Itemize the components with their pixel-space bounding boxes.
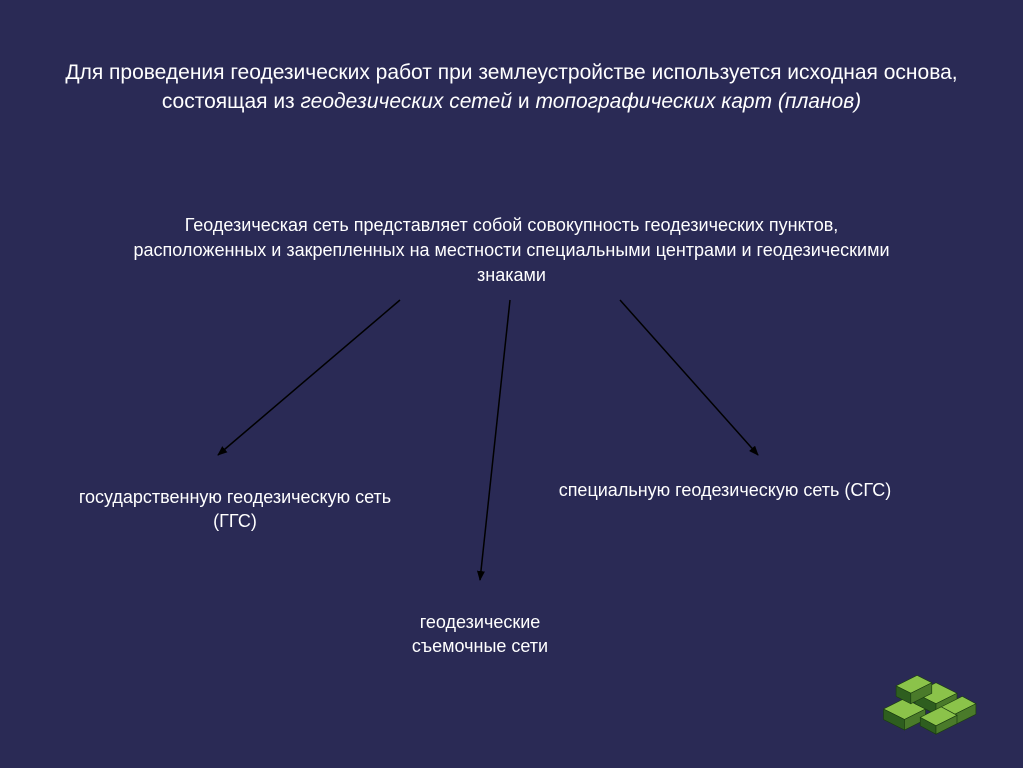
slide-title: Для проведения геодезических работ при з… — [30, 58, 993, 117]
arrow-center — [480, 300, 510, 580]
title-italic-1: геодезических сетей — [301, 90, 513, 113]
arrow-right — [620, 300, 758, 455]
leaf-right: специальную геодезическую сеть (СГС) — [555, 478, 895, 502]
maze-icon — [873, 661, 978, 736]
arrow-left — [218, 300, 400, 455]
slide-subtitle: Геодезическая сеть представляет собой со… — [120, 213, 903, 289]
leaf-center: геодезические съемочные сети — [370, 610, 590, 659]
title-mid: и — [512, 90, 535, 113]
leaf-left: государственную геодезическую сеть (ГГС) — [75, 485, 395, 534]
title-italic-2: топографических карт (планов) — [535, 90, 861, 113]
